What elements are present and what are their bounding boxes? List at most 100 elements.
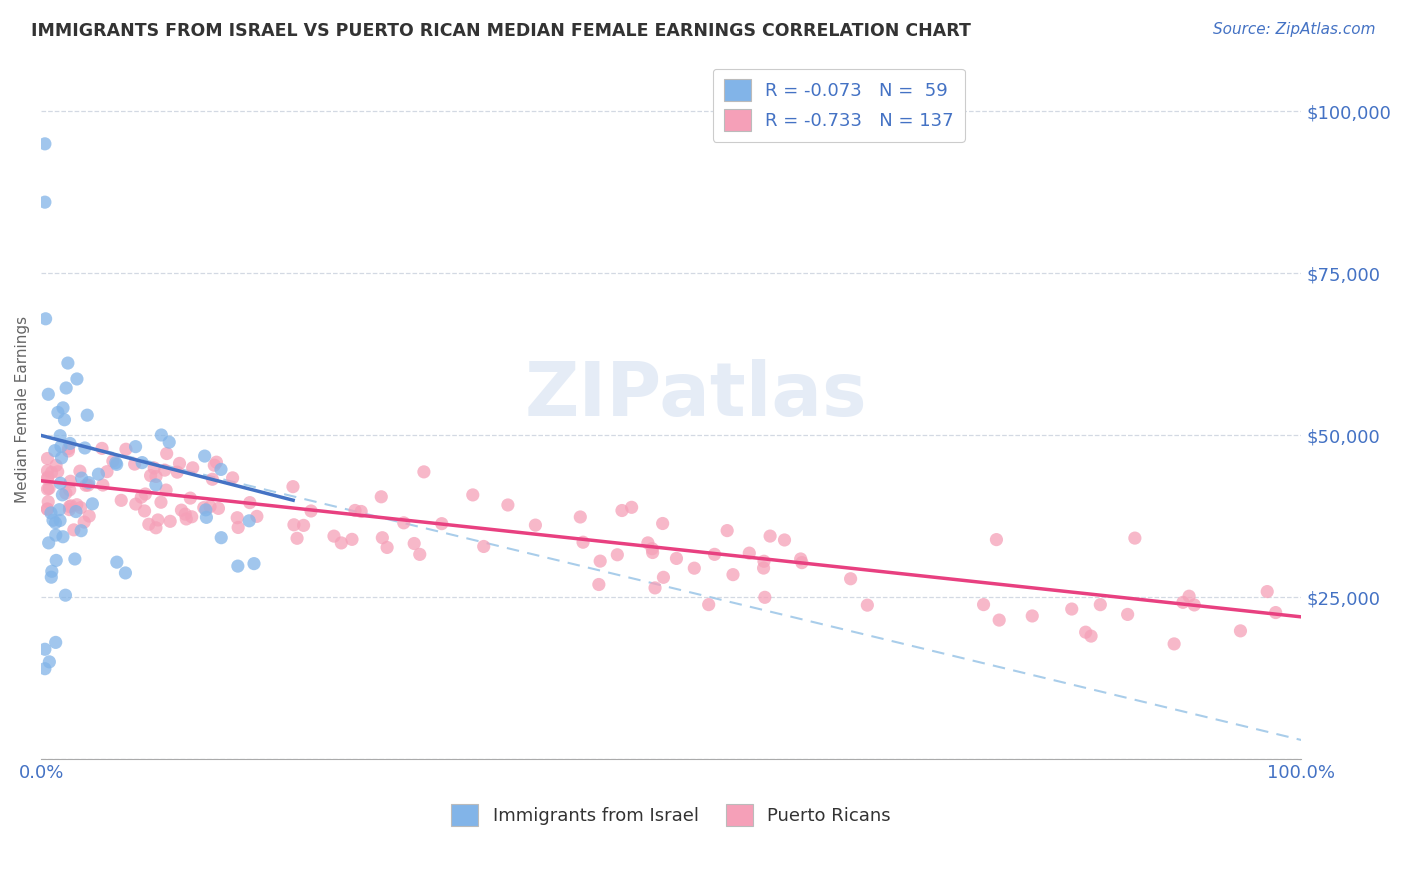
Point: [198, 500, 221, 514]
Point: [283, 517, 305, 532]
Point: [790, 556, 813, 570]
Point: [129, 490, 152, 504]
Point: [77, 478, 100, 492]
Point: [63, 552, 86, 566]
Point: [58, 502, 80, 516]
Point: [41, 564, 63, 578]
Point: [392, 516, 415, 530]
Point: [344, 503, 367, 517]
Point: [773, 533, 796, 547]
Point: [66, 498, 89, 512]
Point: [38, 655, 60, 669]
Point: [105, 555, 128, 569]
Point: [104, 456, 127, 470]
Point: [38, 536, 60, 550]
Point: [1021, 609, 1043, 624]
Point: [973, 598, 995, 612]
Point: [49, 476, 72, 491]
Point: [37, 464, 59, 478]
Point: [370, 490, 392, 504]
Point: [59, 499, 82, 513]
Point: [988, 613, 1011, 627]
Point: [34, 662, 56, 676]
Point: [1163, 637, 1185, 651]
Point: [34, 311, 56, 326]
Point: [205, 455, 228, 469]
Point: [65, 505, 87, 519]
Point: [194, 503, 217, 517]
Point: [193, 500, 215, 515]
Point: [194, 449, 217, 463]
Point: [46, 405, 69, 419]
Point: [124, 440, 146, 454]
Point: [572, 535, 595, 549]
Point: [48, 502, 70, 516]
Point: [207, 501, 229, 516]
Text: ZIPatlas: ZIPatlas: [524, 359, 868, 432]
Point: [721, 567, 744, 582]
Point: [156, 446, 179, 460]
Point: [69, 464, 91, 478]
Point: [37, 495, 59, 509]
Point: [610, 503, 633, 517]
Point: [155, 483, 177, 497]
Point: [169, 457, 191, 471]
Point: [243, 557, 266, 571]
Point: [226, 510, 249, 524]
Point: [569, 510, 592, 524]
Point: [181, 460, 204, 475]
Point: [53, 413, 76, 427]
Point: [66, 372, 89, 386]
Y-axis label: Median Female Earnings: Median Female Earnings: [15, 316, 30, 503]
Point: [96, 465, 118, 479]
Point: [139, 468, 162, 483]
Point: [157, 435, 180, 450]
Point: [59, 483, 82, 497]
Point: [58, 500, 80, 514]
Point: [37, 502, 59, 516]
Point: [1178, 589, 1201, 603]
Point: [606, 548, 628, 562]
Point: [138, 517, 160, 532]
Point: [45, 635, 67, 649]
Point: [55, 381, 77, 395]
Point: [59, 436, 82, 450]
Point: [404, 536, 426, 550]
Point: [41, 466, 63, 480]
Point: [246, 509, 269, 524]
Point: [55, 486, 77, 500]
Point: [179, 491, 201, 505]
Point: [38, 482, 60, 496]
Point: [1171, 595, 1194, 609]
Point: [789, 552, 811, 566]
Point: [59, 475, 82, 489]
Point: [46, 465, 69, 479]
Point: [37, 470, 59, 484]
Point: [986, 533, 1008, 547]
Point: [34, 136, 56, 151]
Point: [62, 523, 84, 537]
Text: IMMIGRANTS FROM ISRAEL VS PUERTO RICAN MEDIAN FEMALE EARNINGS CORRELATION CHART: IMMIGRANTS FROM ISRAEL VS PUERTO RICAN M…: [31, 22, 970, 40]
Point: [1123, 531, 1146, 545]
Point: [496, 498, 519, 512]
Point: [101, 454, 124, 468]
Point: [652, 570, 675, 584]
Point: [115, 442, 138, 457]
Point: [55, 588, 77, 602]
Point: [697, 598, 720, 612]
Point: [77, 475, 100, 490]
Point: [665, 551, 688, 566]
Point: [143, 461, 166, 475]
Point: [51, 488, 73, 502]
Point: [340, 533, 363, 547]
Point: [153, 463, 176, 477]
Point: [49, 513, 72, 527]
Point: [323, 529, 346, 543]
Point: [1264, 606, 1286, 620]
Point: [644, 581, 666, 595]
Point: [77, 509, 100, 524]
Point: [52, 530, 75, 544]
Point: [134, 504, 156, 518]
Point: [299, 504, 322, 518]
Point: [1090, 598, 1112, 612]
